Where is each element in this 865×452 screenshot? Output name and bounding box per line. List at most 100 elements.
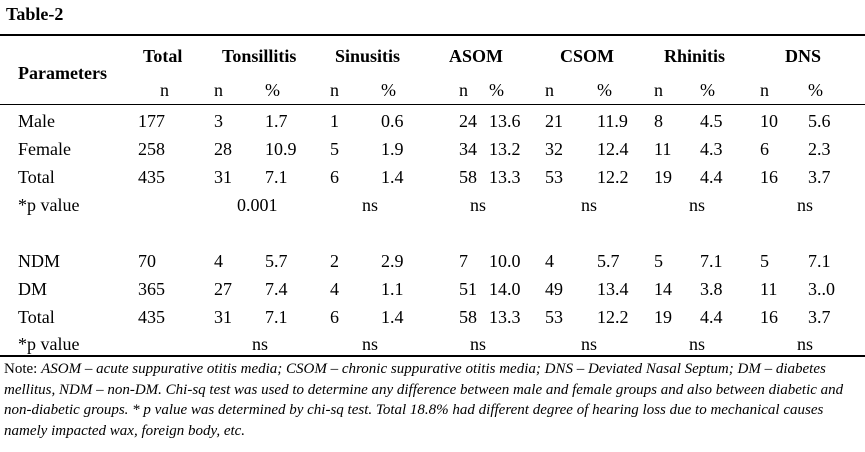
table-cell: 7.1: [265, 307, 288, 327]
column-header-group: Total: [143, 46, 183, 66]
table-cell: 13.4: [597, 279, 629, 299]
table-cell: 4: [214, 251, 223, 271]
note-prefix: Note:: [4, 361, 42, 377]
pvalue-cell: ns: [689, 334, 706, 354]
table-cell: 435: [138, 307, 165, 327]
pvalue-cell: ns: [581, 195, 598, 215]
column-subheader: n: [160, 80, 169, 100]
table-cell: 12.2: [597, 167, 629, 187]
column-header-group: Tonsillitis: [222, 46, 297, 66]
table-cell: 435: [138, 167, 165, 187]
header-rule: [0, 104, 865, 105]
column-subheader: %: [808, 80, 823, 100]
column-header-group: CSOM: [560, 46, 614, 66]
pvalue-cell: ns: [689, 195, 706, 215]
table-cell: 32: [545, 139, 563, 159]
table-cell: 24: [459, 111, 477, 131]
table-cell: 58: [459, 307, 477, 327]
table-cell: 10: [760, 111, 778, 131]
table-cell: 12.2: [597, 307, 629, 327]
table-cell: 34: [459, 139, 477, 159]
table-cell: 3.7: [808, 167, 831, 187]
pvalue-cell: ns: [362, 334, 379, 354]
table-cell: 11: [760, 279, 778, 299]
table-cell: 1.9: [381, 139, 404, 159]
table-cell: 21: [545, 111, 563, 131]
table-cell: 5.7: [265, 251, 288, 271]
table-cell: 13.3: [489, 307, 521, 327]
table-cell: 12.4: [597, 139, 629, 159]
column-header-group: Rhinitis: [664, 46, 726, 66]
table-cell: 0.6: [381, 111, 404, 131]
table-cell: 7.4: [265, 279, 288, 299]
table-cell: 5.7: [597, 251, 620, 271]
table-cell: 3.7: [808, 307, 831, 327]
table-cell: 5: [330, 139, 339, 159]
table-cell: 28: [214, 139, 232, 159]
table-cell: 6: [760, 139, 769, 159]
pvalue-cell: ns: [797, 334, 814, 354]
table-cell: 14.0: [489, 279, 521, 299]
table-cell: 11: [654, 139, 672, 159]
table-cell: 13.2: [489, 139, 521, 159]
pvalue-cell: ns: [362, 195, 379, 215]
pvalue-cell: ns: [252, 334, 269, 354]
table-cell: 4: [545, 251, 554, 271]
pvalue-cell: ns: [581, 334, 598, 354]
table-cell: 49: [545, 279, 563, 299]
table-cell: 27: [214, 279, 232, 299]
table-cell: 1.1: [381, 279, 404, 299]
table-cell: 19: [654, 307, 672, 327]
pvalue-cell: ns: [470, 195, 487, 215]
table-cell: 3.8: [700, 279, 723, 299]
bottom-rule: [0, 355, 865, 357]
table-cell: 70: [138, 251, 156, 271]
table-cell: 3: [214, 111, 223, 131]
table-cell: 6: [330, 307, 339, 327]
table-cell: 1: [330, 111, 339, 131]
table-cell: 7: [459, 251, 468, 271]
column-subheader: %: [700, 80, 715, 100]
column-subheader: n: [214, 80, 223, 100]
table-cell: 13.3: [489, 167, 521, 187]
top-rule: [0, 34, 865, 36]
row-label: Total: [18, 307, 55, 327]
table-cell: 4.5: [700, 111, 723, 131]
table-note: Note: ASOM – acute suppurative otitis me…: [4, 359, 862, 441]
pvalue-label: *p value: [18, 334, 80, 354]
table-cell: 11.9: [597, 111, 628, 131]
table-cell: 51: [459, 279, 477, 299]
column-subheader: n: [545, 80, 554, 100]
table-cell: 8: [654, 111, 663, 131]
table-cell: 31: [214, 167, 232, 187]
row-label: DM: [18, 279, 48, 299]
table-cell: 2: [330, 251, 339, 271]
row-label: Female: [18, 139, 71, 159]
table-cell: 1.4: [381, 307, 404, 327]
table-cell: 31: [214, 307, 232, 327]
column-subheader: n: [459, 80, 468, 100]
row-label: NDM: [18, 251, 61, 271]
table-cell: 3..0: [808, 279, 835, 299]
pvalue-label: *p value: [18, 195, 80, 215]
table-cell: 4.4: [700, 167, 723, 187]
column-header-parameters: Parameters: [18, 63, 107, 83]
table-cell: 5: [760, 251, 769, 271]
table-cell: 13.6: [489, 111, 521, 131]
table-cell: 7.1: [808, 251, 831, 271]
table-cell: 2.3: [808, 139, 831, 159]
table-cell: 1.4: [381, 167, 404, 187]
table-cell: 16: [760, 307, 778, 327]
table-cell: 2.9: [381, 251, 404, 271]
table-cell: 1.7: [265, 111, 288, 131]
table-cell: 19: [654, 167, 672, 187]
table-cell: 4.3: [700, 139, 723, 159]
column-subheader: n: [654, 80, 663, 100]
table-cell: 258: [138, 139, 165, 159]
table-cell: 16: [760, 167, 778, 187]
column-subheader: %: [265, 80, 280, 100]
table-cell: 5.6: [808, 111, 831, 131]
table-cell: 177: [138, 111, 165, 131]
row-label: Male: [18, 111, 55, 131]
pvalue-cell: 0.001: [237, 195, 278, 215]
